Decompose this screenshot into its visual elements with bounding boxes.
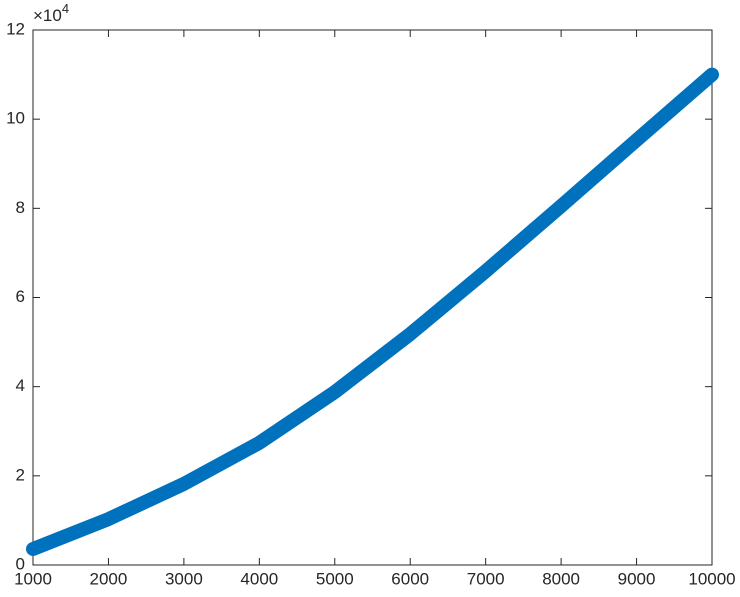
x-tick-label: 9000 (618, 569, 656, 588)
y-multiplier: ×104 (33, 1, 69, 25)
y-tick-label: 6 (16, 287, 25, 306)
y-tick-label: 12 (6, 19, 25, 38)
y-tick-label: 8 (16, 198, 25, 217)
x-tick-label: 5000 (316, 569, 354, 588)
x-tick-label: 2000 (90, 569, 128, 588)
axes-box (32, 29, 713, 566)
x-tick-label: 7000 (467, 569, 505, 588)
y-multiplier-exponent: 4 (62, 1, 69, 16)
x-tick-label: 4000 (240, 569, 278, 588)
x-tick-label: 8000 (542, 569, 580, 588)
x-tick-label: 3000 (165, 569, 203, 588)
y-multiplier-base: ×10 (33, 6, 62, 25)
y-tick-label: 10 (6, 109, 25, 128)
y-tick-label: 0 (16, 554, 25, 573)
x-tick-label: 6000 (391, 569, 429, 588)
y-tick-label: 4 (16, 376, 25, 395)
y-tick-label: 2 (16, 465, 25, 484)
x-tick-label: 1000 (14, 569, 52, 588)
data-line (26, 67, 719, 556)
x-tick-label: 10000 (688, 569, 735, 588)
